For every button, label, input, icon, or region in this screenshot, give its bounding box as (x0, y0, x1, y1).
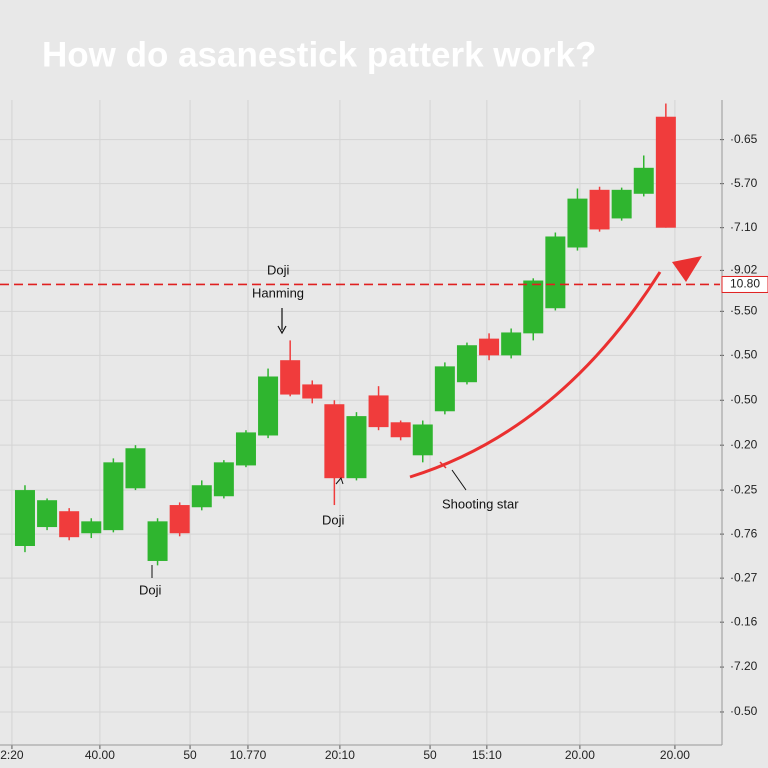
chart-title: How do asanestick patterk work? (42, 35, 596, 74)
candle-body (147, 521, 168, 561)
candle-body (324, 404, 345, 479)
annotation: Doji (267, 262, 290, 277)
candle-body (258, 376, 279, 436)
annotation: Doji (322, 512, 345, 527)
candle-body (412, 424, 433, 456)
x-tick-label: 50 (423, 748, 437, 762)
candle-body (59, 511, 80, 538)
x-tick-label: 10.770 (230, 748, 267, 762)
reference-label-box (721, 275, 768, 293)
y-tick-label: ·0.50 (730, 348, 758, 362)
y-tick-label: ·0.76 (730, 526, 758, 540)
annotation: Doji (139, 582, 162, 597)
y-tick-label: ·0.50 (730, 392, 758, 406)
candle-body (501, 332, 522, 356)
y-tick-label: ·7.20 (730, 659, 758, 673)
candle-body (213, 462, 234, 497)
x-tick-label: 20.00 (660, 748, 690, 762)
reference-label: 10.80 (730, 277, 760, 291)
candle-body (655, 116, 676, 228)
candle-body (81, 521, 102, 534)
x-tick-label: 50 (183, 748, 197, 762)
plot-area: ·0.65 ·5.70 ·7.10 ·9.02 ·5.50 ·0.50 ·0.50 ·0.20… (0, 100, 768, 762)
candle-body (523, 280, 544, 334)
candle-body (103, 462, 124, 531)
candle-body (125, 448, 146, 489)
candle-body (14, 490, 35, 546)
y-tick-label: ·0.27 (730, 570, 758, 584)
trend-arrow (409, 271, 662, 479)
y-tick-label: ·0.16 (730, 614, 758, 628)
y-tick-label: ·7.10 (730, 220, 758, 234)
annotation-arrow (335, 476, 344, 485)
candle-body (633, 167, 654, 194)
candle-body (346, 416, 367, 479)
candle-body (280, 360, 301, 395)
annotation-arrow (277, 325, 287, 335)
candle-body (611, 189, 632, 219)
candle-body (456, 345, 477, 383)
x-tick-label: 15:10 (472, 748, 502, 762)
y-tick-label: ·9.02 (730, 263, 758, 277)
candle-body (235, 432, 256, 466)
x-tick-label: 20:10 (325, 748, 355, 762)
trend-arrow-tick (439, 461, 447, 469)
y-tick-label: ·5.70 (730, 176, 758, 190)
y-tick-label: ·0.65 (730, 132, 758, 146)
candle-body (302, 384, 323, 399)
x-tick-label: 20.00 (565, 748, 595, 762)
annotation-arrow (451, 469, 467, 491)
candle-body (434, 366, 455, 412)
y-tick-label: ·5.50 (730, 304, 758, 318)
trend-arrow-head (672, 256, 702, 282)
y-tick-label: ·0.50 (730, 704, 758, 718)
candle-body (589, 189, 610, 230)
candle-body (479, 338, 500, 356)
candle-body (567, 198, 588, 248)
annotation: Shooting star (442, 496, 519, 511)
x-tick-label: 40.00 (85, 748, 115, 762)
candle-body (390, 422, 411, 438)
annotation: Hanming (252, 285, 304, 300)
x-tick-label: 2:20 (0, 748, 24, 762)
candle-body (169, 505, 190, 534)
y-tick-label: ·0.25 (730, 482, 758, 496)
y-tick-label: ·0.20 (730, 437, 758, 451)
candle-body (191, 485, 212, 508)
candle-body (368, 395, 389, 428)
candle-body (545, 236, 566, 309)
candle-body (37, 500, 58, 528)
